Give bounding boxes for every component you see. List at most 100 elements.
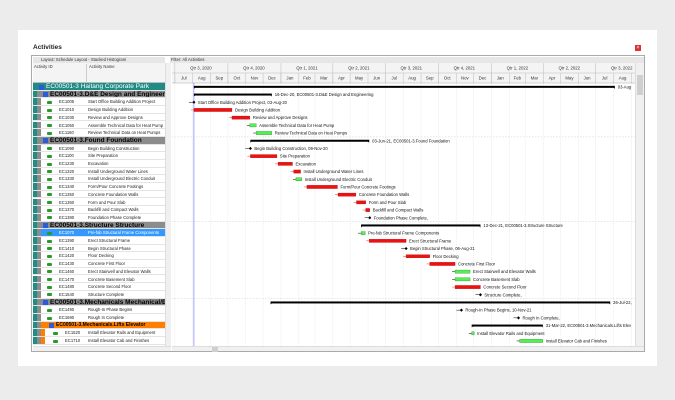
critical-activity-bar[interactable] <box>250 154 278 158</box>
activity-row[interactable]: EC1070 Pre-fab Structural Frame Component… <box>33 229 165 237</box>
activity-row[interactable]: EC1470 Concrete Basement Slab <box>33 275 165 284</box>
activity-row[interactable]: EC1230 Excavation <box>33 160 165 168</box>
activity-icon <box>47 108 52 112</box>
bar-label: Floor Decking <box>433 254 460 259</box>
activity-row[interactable]: EC1005 Start Office Building Addition Pro… <box>33 98 165 107</box>
normal-activity-bar[interactable] <box>256 131 272 135</box>
milestone-marker[interactable] <box>404 246 408 251</box>
activity-icon <box>47 100 52 104</box>
table-vertical-scrollbar[interactable] <box>165 63 171 346</box>
normal-activity-bar[interactable] <box>454 277 471 282</box>
milestone-marker[interactable] <box>192 100 196 104</box>
activity-icon <box>47 154 52 158</box>
activity-row[interactable]: EC1430 Concrete First Floor <box>33 260 165 268</box>
activity-id: EC1030 <box>59 114 75 120</box>
critical-activity-bar[interactable] <box>306 185 338 189</box>
summary-bar[interactable] <box>270 301 611 304</box>
scroll-thumb[interactable] <box>212 347 218 352</box>
activity-icon <box>47 124 52 127</box>
month-label: Jan <box>286 76 294 81</box>
critical-activity-bar[interactable] <box>193 108 233 112</box>
critical-activity-bar[interactable] <box>405 254 430 258</box>
summary-bar[interactable] <box>361 224 481 227</box>
activity-row[interactable]: EC1050 Assemble Technical Data for Heat P… <box>33 121 165 130</box>
activity-name: Install Elevator Cab and Finishes <box>88 338 150 344</box>
milestone-marker[interactable] <box>516 316 521 320</box>
activity-row[interactable]: EC1320 Install Underground Water Lines <box>33 167 165 176</box>
activity-row[interactable]: EC1090 Begin Building Construction <box>33 144 165 153</box>
summary-bar[interactable] <box>471 324 543 327</box>
activity-row[interactable]: EC1480 Concrete Second Floor <box>33 283 165 291</box>
activity-row[interactable]: EC1350 Concrete Foundation Walls <box>33 190 165 199</box>
month-label: Mar <box>531 76 539 81</box>
quarter-label: Qtr 3, 2022 <box>611 66 633 71</box>
summary-bar[interactable] <box>193 93 272 96</box>
normal-activity-bar[interactable] <box>454 269 471 274</box>
bar-label: Install Elevator Cab and Finishes <box>546 338 607 343</box>
activity-row[interactable]: EC1490 Rough-In Phase Begins <box>33 306 165 314</box>
milestone-marker[interactable] <box>459 308 464 312</box>
activity-row[interactable]: EC1010 Design Building Addition <box>33 106 165 114</box>
activity-row[interactable]: EC1710 Install Elevator Cab and Finishes <box>33 337 165 345</box>
critical-activity-bar[interactable] <box>356 200 366 205</box>
close-icon[interactable]: × <box>635 45 641 51</box>
activity-row[interactable]: EC1520 Install Elevator Rails and Equipme… <box>33 329 165 338</box>
wbs-row[interactable]: EC00501-3.D&E Design and Engineering <box>33 90 165 99</box>
normal-activity-bar[interactable] <box>249 123 257 128</box>
bar-label: Assemble Technical Data for Heat Pump <box>259 123 335 128</box>
normal-activity-bar[interactable] <box>295 177 302 182</box>
critical-activity-bar[interactable] <box>231 115 250 120</box>
normal-activity-bar[interactable] <box>519 339 543 343</box>
bar-label: 16-Dec-20, EC00501-3.D&E Design and Engi… <box>275 92 374 97</box>
activity-row[interactable]: EC1330 Install Underground Electric Condu… <box>33 175 165 184</box>
critical-activity-bar[interactable] <box>454 285 481 289</box>
critical-activity-bar[interactable] <box>429 262 456 266</box>
gantt-vertical-scrollbar[interactable] <box>635 63 644 346</box>
activity-row[interactable]: EC1540 Structure Complete <box>33 290 165 299</box>
column-header-activity-name[interactable]: Activity Name <box>86 64 166 83</box>
milestone-marker[interactable] <box>248 146 253 151</box>
milestone-marker[interactable] <box>368 216 372 220</box>
bar-label: Foundation Phase Complete, <box>374 215 428 220</box>
activity-row[interactable]: EC1360 Form and Pour Slab <box>33 198 165 207</box>
summary-bar[interactable] <box>193 85 615 88</box>
activity-row[interactable]: EC1380 Foundation Phase Complete <box>33 213 165 222</box>
critical-activity-bar[interactable] <box>369 239 407 243</box>
normal-activity-bar[interactable] <box>360 231 366 235</box>
wbs-row[interactable]: EC00501-3.Mechanicals.Lifts Elevator <box>33 321 165 330</box>
table-horizontal-scrollbar[interactable] <box>33 346 171 351</box>
gantt-horizontal-scrollbar[interactable] <box>172 346 644 352</box>
bar-label: Rough In Complete, <box>522 315 559 320</box>
activity-row[interactable]: EC1390 Erect Structural Frame <box>33 237 165 245</box>
milestone-marker[interactable] <box>478 293 483 297</box>
activity-row[interactable]: EC1420 Floor Decking <box>33 252 165 261</box>
bar-label: Site Preparation <box>280 154 311 159</box>
activity-row[interactable]: EC1030 Review and Approve Designs <box>33 113 165 122</box>
activity-row[interactable]: EC1410 Begin Structural Phase <box>33 244 165 253</box>
bar-label: Design Building Addition <box>235 107 281 112</box>
activity-row[interactable]: EC1100 Site Preparation <box>33 152 165 160</box>
bar-label: 13-Dec-21, EC00501-3.Structure Structure <box>483 223 563 228</box>
critical-activity-bar[interactable] <box>337 192 357 197</box>
activity-icon <box>47 239 52 243</box>
activity-row[interactable]: EC1160 Review Technical Data on Heat Pump… <box>33 129 165 137</box>
wbs-row[interactable]: EC00501-3 Haitang Corporate Park <box>33 83 165 91</box>
wbs-row[interactable]: EC00501-3.Found Foundation <box>33 136 165 145</box>
activity-row[interactable]: EC1690 Rough In Complete <box>33 314 165 322</box>
critical-activity-bar[interactable] <box>277 162 293 166</box>
activity-row[interactable]: EC1370 Backfill and Compact Walls <box>33 206 165 214</box>
normal-activity-bar[interactable] <box>471 331 475 335</box>
activity-row[interactable]: EC1340 Form/Pour Concrete Footings <box>33 183 165 191</box>
activity-icon <box>47 278 52 281</box>
gantt-chart: Qtr 3, 2020 Qtr 4, 2020 Qtr 1, 2021 Qtr 2, … <box>172 63 635 346</box>
critical-activity-bar[interactable] <box>365 208 370 212</box>
summary-bar[interactable] <box>250 139 370 142</box>
wbs-row[interactable]: EC00501-3.Structure Structure <box>33 221 165 230</box>
critical-activity-bar[interactable] <box>293 169 301 174</box>
layout-selector[interactable]: Layout: Schedule Layout - Stacked Histog… <box>33 57 165 63</box>
column-header-activity-id[interactable]: Activity ID <box>34 64 53 69</box>
filter-label[interactable]: Filter: All Activities <box>170 57 644 63</box>
wbs-row[interactable]: EC00501-3.Mechanicals Mechanical/Elec <box>33 298 165 307</box>
activity-row[interactable]: EC1460 Erect Stairwell and Elevator Walls <box>33 267 165 276</box>
scroll-thumb[interactable] <box>637 75 643 95</box>
